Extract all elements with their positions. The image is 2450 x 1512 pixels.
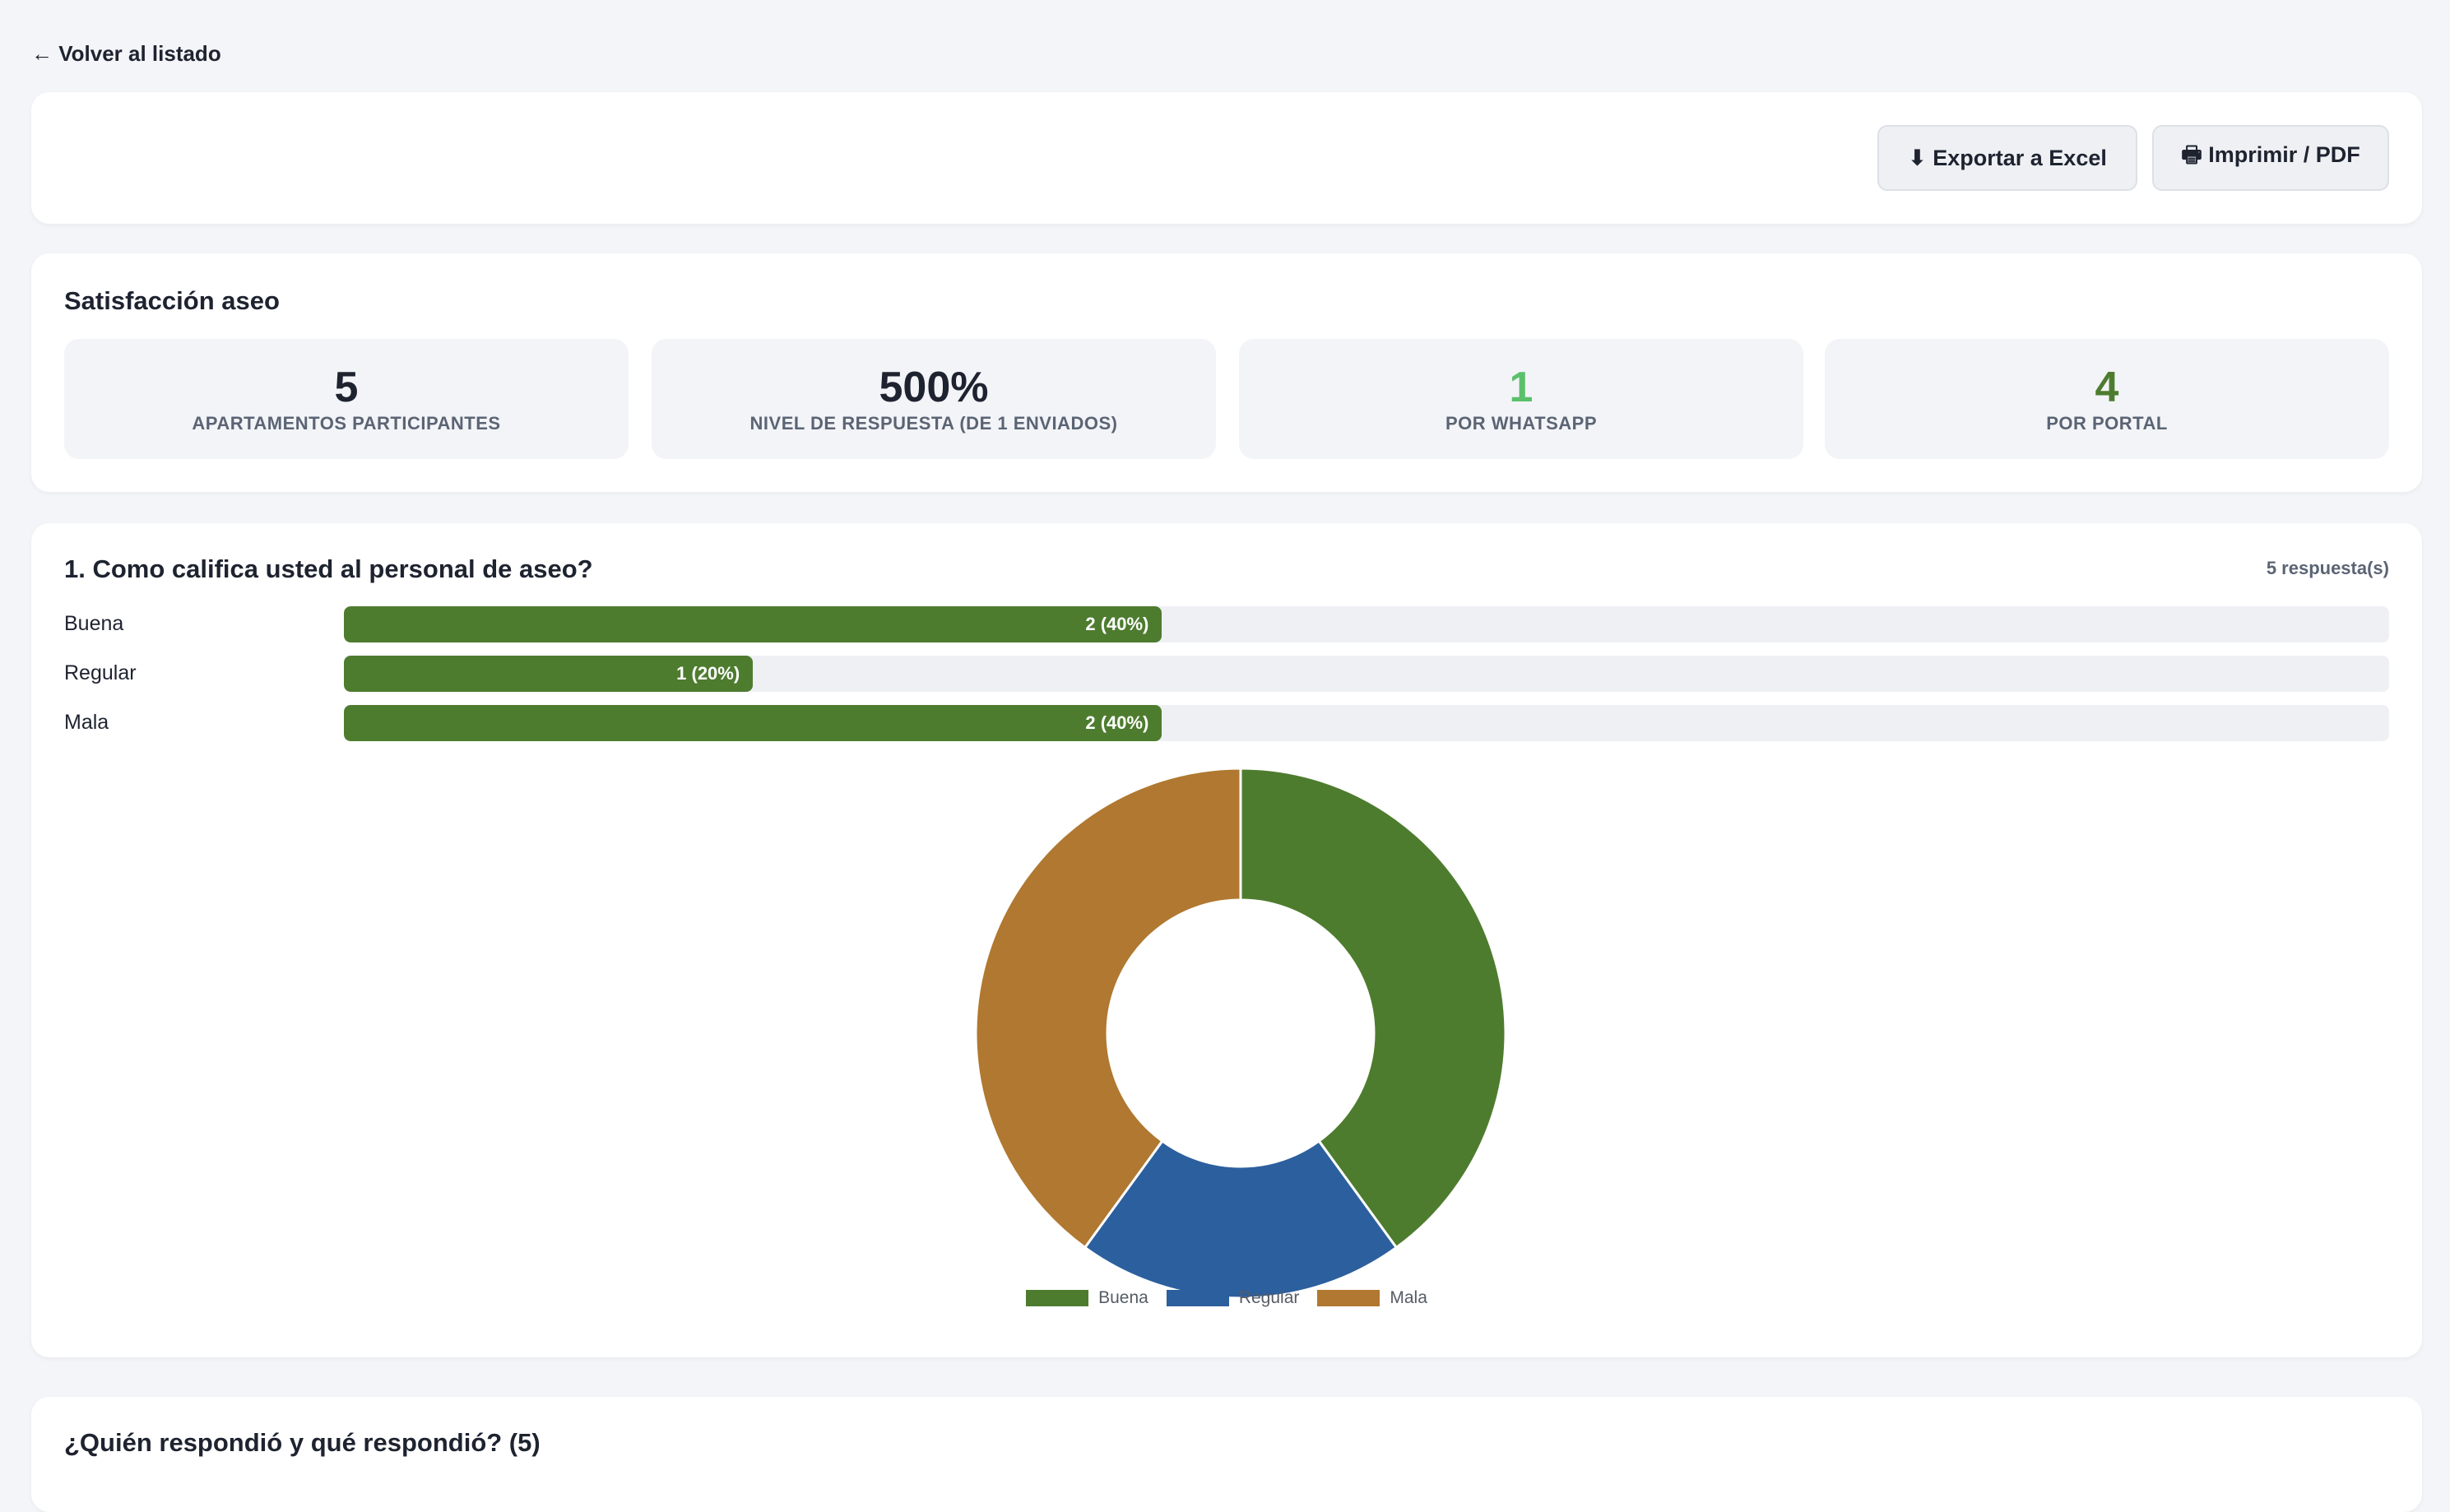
answer-bar-track: 1 (20%) bbox=[344, 656, 2389, 692]
stat-value: 500% bbox=[879, 364, 989, 411]
answer-bar-fill: 2 (40%) bbox=[344, 606, 1162, 642]
answer-bar-fill: 2 (40%) bbox=[344, 705, 1162, 741]
stat-portal: 4 POR PORTAL bbox=[1825, 339, 2389, 459]
answer-bar-fill: 1 (20%) bbox=[344, 656, 754, 692]
question-card: 1. Como califica usted al personal de as… bbox=[31, 523, 2422, 1357]
answer-label: Regular bbox=[64, 661, 137, 684]
legend-label: Buena bbox=[1098, 1288, 1148, 1307]
legend-item-mala[interactable]: Mala bbox=[1317, 1288, 1427, 1308]
answer-bar-track: 2 (40%) bbox=[344, 705, 2389, 741]
legend-item-regular[interactable]: Regular bbox=[1166, 1288, 1300, 1308]
stat-value: 5 bbox=[334, 364, 359, 411]
donut-slice-buena bbox=[1239, 767, 1507, 1250]
donut-slice-mala bbox=[974, 767, 1242, 1250]
answer-bar-track: 2 (40%) bbox=[344, 606, 2389, 642]
stat-label: POR PORTAL bbox=[2046, 413, 2168, 434]
answer-bar-value: 2 (40%) bbox=[1085, 712, 1149, 733]
stat-whatsapp: 1 POR WHATSAPP bbox=[1239, 339, 1803, 459]
print-pdf-label: 🖶 Imprimir / PDF bbox=[2181, 142, 2360, 167]
legend-label: Mala bbox=[1390, 1288, 1427, 1307]
export-excel-label: ⬇ Exportar a Excel bbox=[1908, 145, 2107, 170]
survey-summary-card: Satisfacción aseo 5 APARTAMENTOS PARTICI… bbox=[31, 253, 2422, 492]
stat-label: POR WHATSAPP bbox=[1445, 413, 1598, 434]
question-title: 1. Como califica usted al personal de as… bbox=[64, 554, 593, 583]
answer-bar-value: 1 (20%) bbox=[676, 663, 740, 684]
stat-value: 4 bbox=[2095, 364, 2119, 411]
answer-label: Buena bbox=[64, 612, 124, 635]
responses-card: ¿Quién respondió y qué respondió? (5) bbox=[31, 1397, 2422, 1512]
donut-chart bbox=[969, 762, 1512, 1305]
print-pdf-button[interactable]: 🖶 Imprimir / PDF bbox=[2152, 125, 2389, 191]
stat-response-rate: 500% NIVEL DE RESPUESTA (DE 1 ENVIADOS) bbox=[652, 339, 1216, 459]
legend-swatch bbox=[1026, 1290, 1089, 1306]
donut-slice-regular bbox=[1083, 1139, 1399, 1300]
chart-legend: Buena Regular Mala bbox=[31, 1288, 2422, 1308]
stat-label: NIVEL DE RESPUESTA (DE 1 ENVIADOS) bbox=[749, 413, 1118, 434]
stat-value: 1 bbox=[1509, 364, 1534, 411]
legend-swatch bbox=[1166, 1290, 1229, 1306]
answer-bar-row: Regular 1 (20%) bbox=[64, 656, 2389, 692]
survey-title: Satisfacción aseo bbox=[64, 286, 280, 315]
legend-label: Regular bbox=[1238, 1288, 1300, 1307]
legend-item-buena[interactable]: Buena bbox=[1026, 1288, 1148, 1308]
stat-label: APARTAMENTOS PARTICIPANTES bbox=[192, 413, 501, 434]
answer-bar-row: Buena 2 (40%) bbox=[64, 606, 2389, 642]
answer-label: Mala bbox=[64, 711, 109, 734]
export-excel-button[interactable]: ⬇ Exportar a Excel bbox=[1877, 125, 2137, 191]
answer-bar-row: Mala 2 (40%) bbox=[64, 705, 2389, 741]
answer-bar-value: 2 (40%) bbox=[1085, 614, 1149, 634]
response-count: 5 respuesta(s) bbox=[2266, 558, 2389, 578]
back-link[interactable]: ← Volver al listado bbox=[31, 41, 221, 67]
actions-card: ⬇ Exportar a Excel 🖶 Imprimir / PDF bbox=[31, 92, 2422, 224]
stat-participants: 5 APARTAMENTOS PARTICIPANTES bbox=[64, 339, 629, 459]
back-link-label: ← Volver al listado bbox=[31, 41, 221, 66]
legend-swatch bbox=[1317, 1290, 1380, 1306]
responses-title: ¿Quién respondió y qué respondió? (5) bbox=[64, 1428, 541, 1457]
donut-chart-svg bbox=[974, 767, 1507, 1300]
